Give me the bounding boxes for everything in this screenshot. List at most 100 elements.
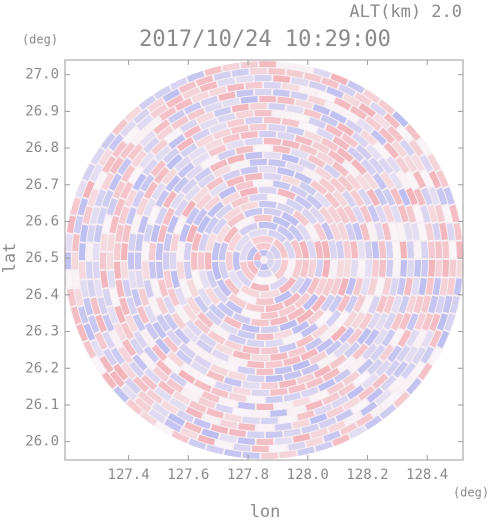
echo-cell [374, 278, 385, 296]
echo-cell [220, 321, 238, 335]
echo-cell [299, 181, 317, 196]
echo-cell [163, 336, 179, 353]
echo-cell [72, 270, 80, 288]
echo-cell [351, 158, 367, 176]
echo-cell [261, 382, 279, 390]
echo-cell [117, 158, 132, 175]
echo-cell [346, 173, 362, 191]
echo-cell [420, 170, 434, 188]
echo-cell [393, 260, 400, 277]
echo-cell [251, 389, 269, 396]
echo-cell [381, 222, 392, 241]
y-tick-label: 26.4 [25, 287, 59, 303]
echo-cell [301, 423, 319, 434]
y-tick-label: 26.6 [25, 213, 59, 229]
echo-cell [79, 224, 89, 242]
echo-cell [155, 337, 171, 355]
echo-cell [274, 290, 293, 304]
echo-cell [152, 366, 169, 382]
echo-cell [100, 233, 108, 251]
echo-cell [379, 344, 395, 362]
echo-cell [182, 326, 199, 343]
echo-cell [151, 344, 168, 362]
echo-cell [406, 329, 420, 347]
echo-cell [235, 145, 254, 155]
echo-cell [128, 270, 137, 289]
echo-cell [345, 277, 357, 296]
echo-cell [198, 397, 216, 409]
echo-cell [210, 159, 228, 172]
echo-cell [201, 428, 220, 440]
echo-cell [410, 154, 425, 172]
echo-cell [79, 261, 86, 279]
echo-cell [242, 309, 260, 319]
echo-cell [175, 305, 190, 323]
echo-cell [154, 145, 171, 162]
echo-cell [270, 315, 289, 326]
echo-cell [265, 360, 283, 368]
echo-cell [137, 391, 155, 407]
echo-cell [360, 130, 377, 146]
echo-cell [283, 392, 301, 402]
echo-cell [241, 323, 260, 333]
echo-cell [140, 353, 156, 370]
echo-cell [283, 428, 301, 437]
echo-cell [405, 124, 421, 141]
echo-cell [102, 331, 115, 349]
echo-cell [174, 199, 189, 217]
echo-cell [310, 427, 329, 439]
echo-cell [403, 222, 413, 241]
echo-cell [308, 80, 327, 92]
echo-cell [291, 320, 310, 335]
echo-cell [421, 313, 434, 331]
echo-cell [109, 156, 124, 174]
echo-cell [389, 278, 399, 296]
echo-cell [319, 177, 336, 194]
echo-cell [446, 223, 455, 241]
echo-cell [144, 368, 161, 384]
echo-cell [259, 201, 277, 209]
y-tick-label: 26.7 [25, 177, 59, 193]
echo-cell [277, 188, 296, 200]
echo-cell [132, 314, 146, 332]
echo-cell [254, 275, 276, 285]
echo-cell [226, 175, 245, 187]
echo-cell [277, 167, 295, 177]
echo-cell [436, 170, 449, 188]
echo-cell [256, 403, 274, 410]
echo-cell [257, 269, 273, 277]
echo-cell [204, 216, 219, 234]
echo-cell [320, 325, 338, 342]
echo-cell [310, 180, 328, 195]
echo-cell [398, 376, 414, 393]
echo-cell [358, 312, 373, 331]
echo-cell [253, 251, 262, 260]
echo-cell [353, 294, 366, 313]
echo-cell [305, 399, 323, 411]
echo-cell [421, 241, 428, 259]
echo-cell [341, 133, 359, 148]
echo-cell [202, 413, 220, 425]
echo-cell [307, 154, 326, 168]
echo-cell [228, 270, 243, 289]
echo-cell [370, 129, 387, 146]
echo-cell [294, 171, 313, 185]
echo-cell [321, 137, 339, 152]
echo-cell [350, 189, 365, 207]
echo-cell [122, 224, 132, 243]
echo-cell [355, 173, 371, 191]
echo-cell [95, 314, 107, 333]
echo-cell [236, 75, 254, 84]
echo-cell [127, 252, 135, 270]
echo-cell [270, 260, 282, 274]
echo-cell [272, 180, 291, 191]
echo-cell [204, 252, 212, 270]
echo-cell [283, 240, 295, 259]
echo-cell [413, 241, 421, 259]
echo-cell [277, 96, 295, 105]
echo-cell [112, 181, 126, 199]
echo-cell [348, 425, 367, 439]
echo-cell [139, 130, 156, 147]
echo-cell [341, 108, 359, 123]
echo-cell [410, 361, 425, 379]
